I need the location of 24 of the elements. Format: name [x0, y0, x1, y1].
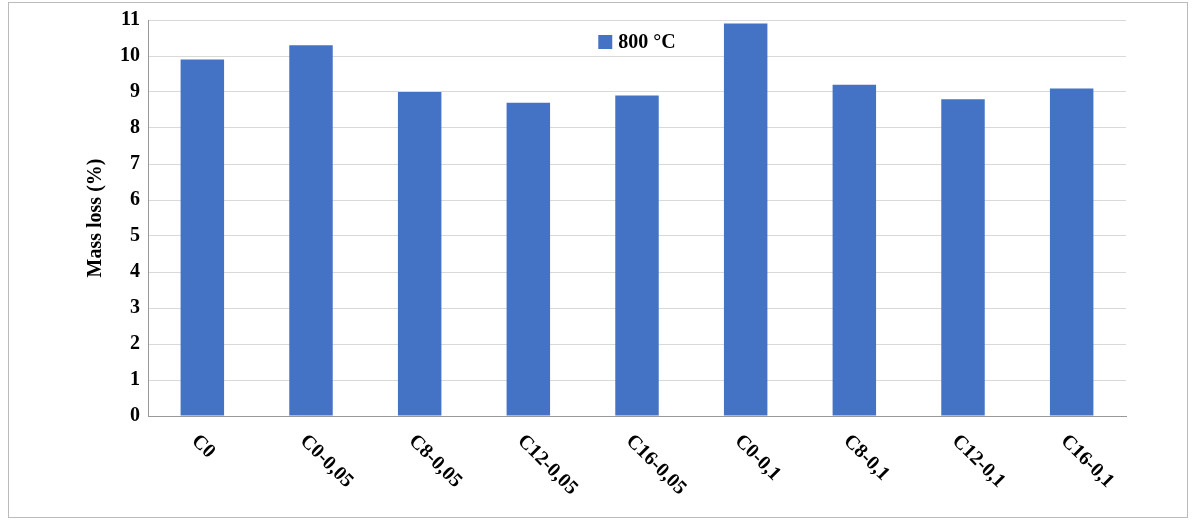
bar [723, 23, 768, 416]
x-tick-label: C0 [187, 428, 221, 462]
bar [180, 59, 225, 416]
y-tick-label: 7 [130, 151, 140, 174]
y-tick-label: 9 [130, 79, 140, 102]
bar [506, 102, 551, 416]
y-tick-label: 0 [130, 403, 140, 426]
y-tick-label: 2 [130, 331, 140, 354]
bar [941, 99, 985, 416]
y-tick-label: 1 [130, 367, 140, 390]
y-tick-label: 4 [130, 259, 140, 282]
y-tick-label: 6 [130, 187, 140, 210]
y-tick-label: 11 [121, 7, 140, 30]
y-tick-label: 5 [130, 223, 140, 246]
bar [289, 45, 333, 416]
y-tick-label: 3 [130, 295, 140, 318]
legend-label: 800 °C [618, 30, 676, 53]
bar [397, 92, 442, 416]
bar [615, 95, 659, 416]
y-tick-label: 8 [130, 115, 140, 138]
y-tick-label: 10 [120, 43, 140, 66]
bar [1049, 88, 1094, 416]
y-axis-title: Mass loss (%) [83, 158, 107, 278]
bar [832, 84, 877, 416]
